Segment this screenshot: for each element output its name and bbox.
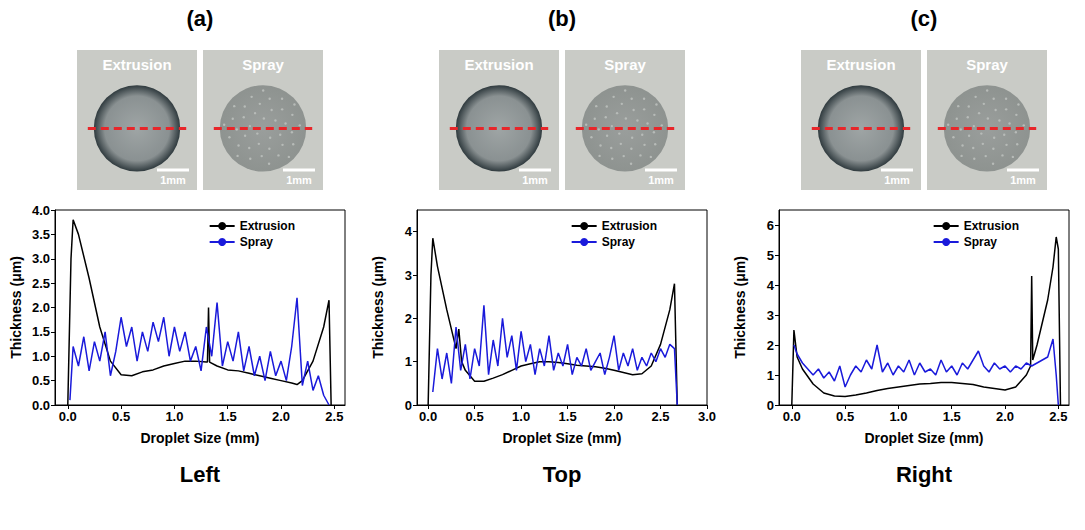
svg-text:2: 2 xyxy=(405,311,412,326)
svg-text:3: 3 xyxy=(405,268,412,283)
svg-text:3.0: 3.0 xyxy=(32,251,50,266)
svg-text:Spray: Spray xyxy=(602,235,636,249)
svg-text:2.5: 2.5 xyxy=(325,409,343,424)
html-text:(b): (b) xyxy=(548,6,576,31)
svg-text:2.5: 2.5 xyxy=(1049,409,1067,424)
svg-text:2.5: 2.5 xyxy=(32,276,50,291)
svg-text:Droplet Size (mm): Droplet Size (mm) xyxy=(864,430,983,446)
html-text:Left: Left xyxy=(179,462,221,487)
svg-text:0.0: 0.0 xyxy=(783,409,801,424)
svg-text:1: 1 xyxy=(767,368,774,383)
svg-text:4.0: 4.0 xyxy=(32,203,50,218)
svg-text:Thickness (μm): Thickness (μm) xyxy=(732,256,748,359)
svg-text:5: 5 xyxy=(767,248,774,263)
svg-text:Spray: Spray xyxy=(242,56,284,73)
svg-text:2.0: 2.0 xyxy=(996,409,1014,424)
svg-text:2.0: 2.0 xyxy=(605,409,623,424)
svg-text:0: 0 xyxy=(767,398,774,413)
svg-text:Spray: Spray xyxy=(604,56,646,73)
svg-text:0.0: 0.0 xyxy=(419,409,437,424)
svg-text:Extrusion: Extrusion xyxy=(964,219,1019,233)
svg-text:2.0: 2.0 xyxy=(272,409,290,424)
svg-text:0.0: 0.0 xyxy=(32,398,50,413)
svg-text:3: 3 xyxy=(767,308,774,323)
svg-text:3.0: 3.0 xyxy=(698,409,716,424)
svg-text:1mm: 1mm xyxy=(286,174,312,186)
svg-text:Extrusion: Extrusion xyxy=(102,56,171,73)
svg-text:Extrusion: Extrusion xyxy=(464,56,533,73)
svg-text:Thickness (μm): Thickness (μm) xyxy=(8,256,24,359)
html-text:Top: Top xyxy=(542,462,582,487)
svg-text:4: 4 xyxy=(767,278,775,293)
svg-text:4: 4 xyxy=(405,224,413,239)
svg-text:1.5: 1.5 xyxy=(943,409,961,424)
svg-text:1.0: 1.0 xyxy=(32,349,50,364)
html-text:(c): (c) xyxy=(910,6,938,31)
svg-text:1mm: 1mm xyxy=(884,174,910,186)
svg-text:1.0: 1.0 xyxy=(165,409,183,424)
svg-text:0.5: 0.5 xyxy=(32,373,50,388)
svg-text:1.5: 1.5 xyxy=(219,409,237,424)
svg-text:2.0: 2.0 xyxy=(32,300,50,315)
svg-text:3.5: 3.5 xyxy=(32,227,50,242)
svg-text:Extrusion: Extrusion xyxy=(240,219,295,233)
svg-text:0.5: 0.5 xyxy=(112,409,130,424)
html-text:(a): (a) xyxy=(186,6,214,31)
svg-text:Droplet Size (mm): Droplet Size (mm) xyxy=(502,430,621,446)
svg-text:Droplet Size (mm): Droplet Size (mm) xyxy=(140,430,259,446)
svg-text:1mm: 1mm xyxy=(160,174,186,186)
svg-text:1.0: 1.0 xyxy=(512,409,530,424)
svg-text:0: 0 xyxy=(405,398,412,413)
svg-text:1mm: 1mm xyxy=(1010,174,1036,186)
svg-text:2: 2 xyxy=(767,338,774,353)
svg-text:0.0: 0.0 xyxy=(59,409,77,424)
svg-text:1.5: 1.5 xyxy=(559,409,577,424)
svg-text:1.5: 1.5 xyxy=(32,324,50,339)
svg-text:1mm: 1mm xyxy=(648,174,674,186)
svg-text:Spray: Spray xyxy=(964,235,998,249)
svg-text:Spray: Spray xyxy=(966,56,1008,73)
svg-text:6: 6 xyxy=(767,218,774,233)
svg-text:Thickness (μm): Thickness (μm) xyxy=(370,256,386,359)
svg-text:1.0: 1.0 xyxy=(889,409,907,424)
svg-text:Extrusion: Extrusion xyxy=(826,56,895,73)
svg-text:1: 1 xyxy=(405,354,412,369)
svg-text:Spray: Spray xyxy=(240,235,274,249)
html-text:Right: Right xyxy=(895,462,953,487)
svg-text:1mm: 1mm xyxy=(522,174,548,186)
svg-text:0.5: 0.5 xyxy=(836,409,854,424)
svg-text:0.5: 0.5 xyxy=(466,409,484,424)
svg-text:2.5: 2.5 xyxy=(651,409,669,424)
svg-text:Extrusion: Extrusion xyxy=(602,219,657,233)
